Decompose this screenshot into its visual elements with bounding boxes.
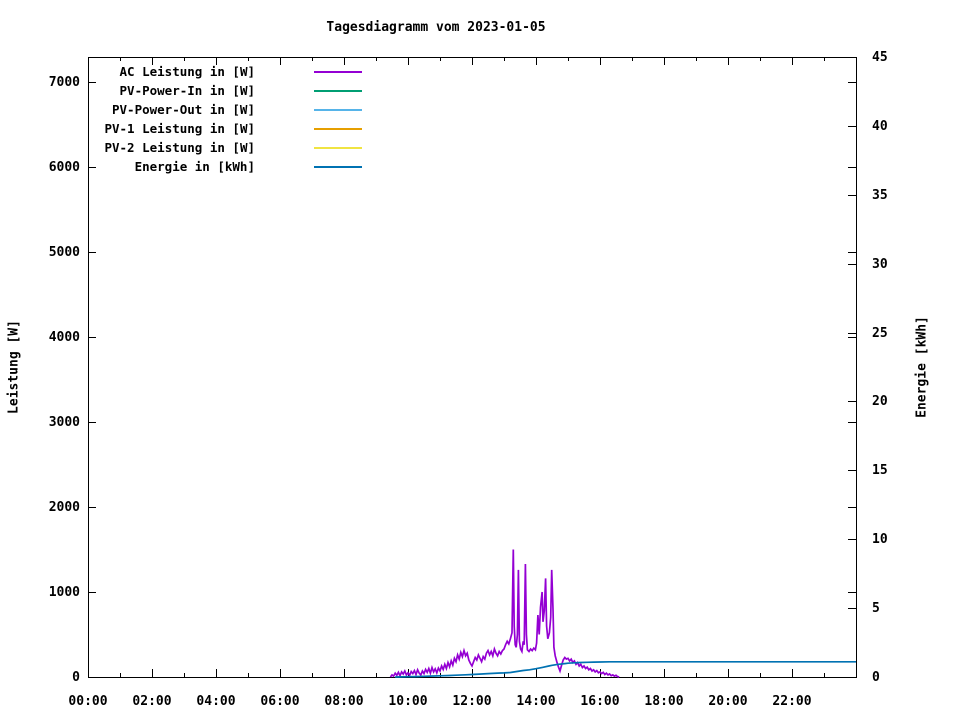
y-left-tick-label: 3000 [49,415,80,430]
x-tick-label: 12:00 [452,694,491,709]
legend-row: PV-Power-Out in [W] [0,100,362,119]
y-right-tick-label: 20 [872,394,888,409]
x-tick-label: 16:00 [580,694,619,709]
y-left-tick-label: 2000 [49,500,80,515]
legend-label: PV-Power-Out in [W] [112,102,255,117]
y-right-tick-label: 45 [872,50,888,65]
x-tick-label: 20:00 [708,694,747,709]
series-energie-in-kwh- [395,660,856,678]
legend-color-line [314,108,362,111]
legend-label: Energie in [kWh] [134,159,255,174]
y-right-tick-label: 10 [872,532,888,547]
y-right-tick-label: 25 [872,326,888,341]
x-tick-label: 04:00 [196,694,235,709]
legend-row: PV-2 Leistung in [W] [0,138,362,157]
legend-row: PV-Power-In in [W] [0,81,362,100]
x-tick-label: 14:00 [516,694,555,709]
y-left-tick-label: 7000 [49,75,80,90]
legend-row: Energie in [kWh] [0,157,362,176]
y-right-tick-label: 30 [872,257,888,272]
x-tick-label: 18:00 [644,694,683,709]
y-left-tick-label: 0 [72,670,80,685]
y-right-tick-label: 0 [872,670,880,685]
series-ac-leistung-in-w- [389,549,620,678]
y-right-tick-label: 5 [872,601,880,616]
y-left-tick-label: 5000 [49,245,80,260]
chart-title: Tagesdiagramm vom 2023-01-05 [326,20,546,35]
legend-label: AC Leistung in [W] [119,64,255,79]
left-axis-label: Leistung [W] [6,320,22,414]
legend-label: PV-Power-In in [W] [119,83,255,98]
legend-color-line [314,127,362,130]
legend: AC Leistung in [W] PV-Power-In in [W] PV-P… [0,62,362,176]
y-right-tick-label: 40 [872,119,888,134]
x-tick-label: 08:00 [324,694,363,709]
legend-gap [255,166,314,167]
legend-gap [255,71,314,72]
legend-gap [255,90,314,91]
x-tick-label: 06:00 [260,694,299,709]
x-tick-label: 22:00 [772,694,811,709]
y-left-tick-label: 4000 [49,330,80,345]
y-left-tick-label: 6000 [49,160,80,175]
legend-gap [255,109,314,110]
legend-color-line [314,89,362,92]
x-tick-label: 10:00 [388,694,427,709]
y-right-tick-label: 15 [872,463,888,478]
legend-label: PV-2 Leistung in [W] [104,140,255,155]
legend-gap [255,147,314,148]
y-right-tick-label: 35 [872,188,888,203]
legend-color-line [314,165,362,168]
y-left-tick-label: 1000 [49,585,80,600]
right-axis-label: Energie [kWh] [914,316,930,418]
legend-color-line [314,70,362,73]
x-tick-label: 00:00 [68,694,107,709]
legend-row: PV-1 Leistung in [W] [0,119,362,138]
legend-label: PV-1 Leistung in [W] [104,121,255,136]
legend-row: AC Leistung in [W] [0,62,362,81]
legend-gap [255,128,314,129]
x-tick-label: 02:00 [132,694,171,709]
legend-color-line [314,146,362,149]
